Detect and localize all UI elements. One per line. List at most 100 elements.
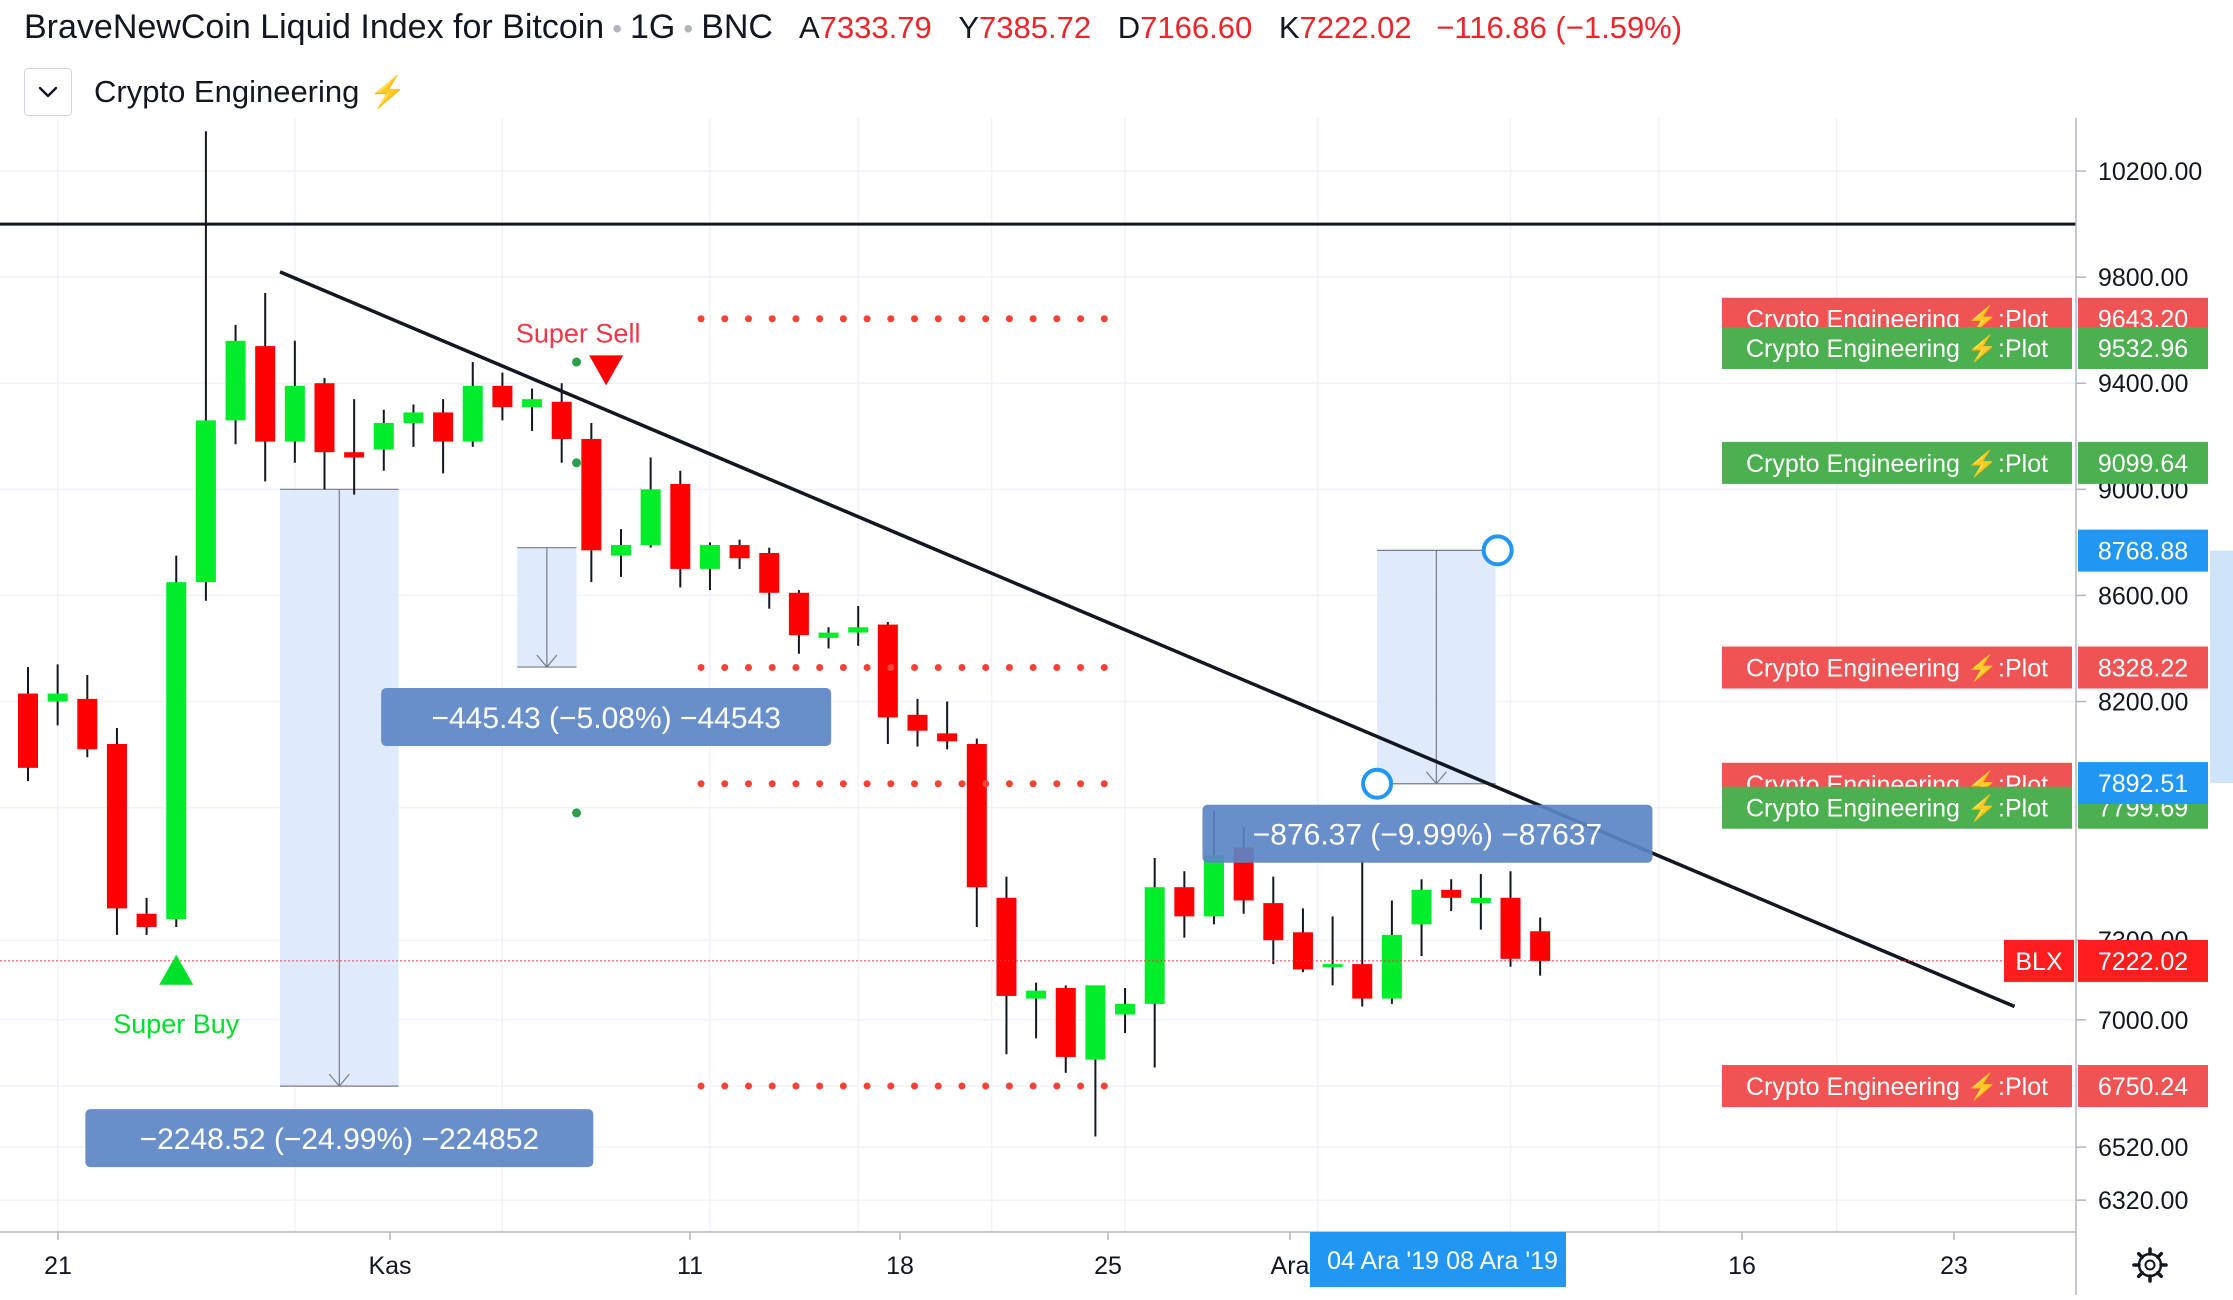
level-dot (863, 315, 871, 323)
measure-price-tag: 7892.51 (2078, 762, 2208, 805)
symbol-title[interactable]: BraveNewCoin Liquid Index for Bitcoin (24, 8, 605, 46)
level-dot (911, 664, 919, 672)
interval-label[interactable]: 1G (630, 8, 676, 46)
candle-body (818, 632, 839, 638)
level-dot (768, 780, 776, 788)
plot-value-tag (2078, 646, 2208, 689)
gear-tooth (2156, 1271, 2164, 1279)
gear-tooth (2156, 1251, 2164, 1259)
ohlc-change: −116.86 (−1.59%) (1436, 10, 1683, 45)
measure-arrow-head (328, 1073, 350, 1088)
level-dot (982, 315, 990, 323)
candle-body (1411, 889, 1432, 925)
candle (344, 399, 365, 495)
candle-body (1381, 934, 1402, 999)
level-dot (721, 664, 729, 672)
candle (759, 547, 780, 609)
candle-body (699, 545, 720, 569)
candle (818, 627, 839, 649)
collapse-indicators-button[interactable] (24, 68, 72, 116)
level-dot (1005, 315, 1013, 323)
level-dot (768, 664, 776, 672)
level-dot (744, 780, 752, 788)
ohlc-high-value: 7385.72 (979, 10, 1092, 45)
level-dot (1077, 664, 1085, 672)
level-dot (1100, 780, 1108, 788)
candle-body (47, 693, 68, 702)
level-dot (863, 1082, 871, 1090)
indicator-name[interactable]: Crypto Engineering (94, 74, 360, 109)
price-tag-bg (2078, 939, 2208, 982)
candle-body (225, 340, 246, 421)
plot-value-tag (2078, 441, 2208, 484)
settings-gear-icon[interactable] (2132, 1247, 2168, 1283)
legend-separator: • (683, 13, 694, 44)
candle (848, 606, 869, 646)
measure-arrow-head (1425, 771, 1447, 785)
level-dot (1053, 1082, 1061, 1090)
time-tick-label: 18 (886, 1252, 914, 1280)
candle-body (136, 913, 157, 927)
candle (1322, 916, 1343, 986)
candle (1292, 908, 1313, 973)
time-axis: 21 Kas 11 18 25 Ara 16 23 04 Ara '19 08 Ara '19 (0, 1231, 2233, 1295)
level-dot (887, 1082, 895, 1090)
price-tick-label: 9400.00 (2098, 370, 2188, 398)
level-dot (768, 315, 776, 323)
level-dot (982, 1082, 990, 1090)
ohlc-open-value: 7333.79 (819, 10, 932, 45)
level-dot (1029, 780, 1037, 788)
time-tick-label: 11 (677, 1252, 703, 1280)
last-price-tag: BLX 7222.02 (2004, 939, 2208, 982)
measure-handle (1481, 534, 1514, 567)
level-dot (934, 315, 942, 323)
level-dot (768, 1082, 776, 1090)
super-sell-arrow (589, 355, 624, 386)
gear-tooth (2136, 1251, 2144, 1259)
price-tick-label: 6520.00 (2098, 1134, 2188, 1162)
measure-label: −445.43 (−5.08%) −44543 (381, 688, 832, 747)
candle-body (581, 438, 602, 551)
candle (1174, 871, 1195, 938)
candle (403, 404, 424, 447)
price-tag-value: 7892.51 (2098, 770, 2188, 798)
level-dot (697, 1082, 705, 1090)
dotted-level (697, 315, 1108, 323)
candle (1441, 879, 1462, 912)
candle (1115, 987, 1136, 1034)
candle (1263, 876, 1284, 965)
candle-body (788, 592, 809, 636)
level-dot (1005, 780, 1013, 788)
candle (284, 340, 305, 463)
candle-body (433, 412, 454, 442)
candle (77, 675, 98, 758)
candle (106, 728, 127, 935)
candle-body (848, 627, 869, 633)
candle-body (996, 897, 1017, 996)
price-tag-value: 8768.88 (2098, 538, 2188, 566)
level-dot (792, 664, 800, 672)
ohlc-open-key: A (798, 10, 820, 45)
candle (937, 701, 958, 750)
ohlc-values: A7333.79 Y7385.72 D7166.60 K7222.02 −116… (799, 10, 1682, 46)
price-tick-label: 6320.00 (2098, 1187, 2188, 1215)
level-dot (839, 780, 847, 788)
time-highlight-end: 08 Ara '19 (1446, 1247, 1558, 1275)
candle (373, 409, 394, 471)
plot-label-text: Crypto Engineering ⚡:Plot (1746, 334, 2048, 364)
candle-body (640, 489, 661, 546)
candle-body (284, 385, 305, 442)
candle-body (759, 552, 780, 593)
candle-body (106, 743, 127, 909)
plot-value-text: 6750.24 (2098, 1073, 2188, 1101)
level-dot (934, 1082, 942, 1090)
candle-body (1470, 897, 1491, 904)
candle-body (670, 484, 691, 569)
level-dot (1053, 780, 1061, 788)
ohlc-low-value: 7166.60 (1140, 10, 1253, 45)
candle-body (1322, 964, 1343, 968)
level-dot (958, 1082, 966, 1090)
price-tick-label: 9800.00 (2098, 264, 2188, 292)
